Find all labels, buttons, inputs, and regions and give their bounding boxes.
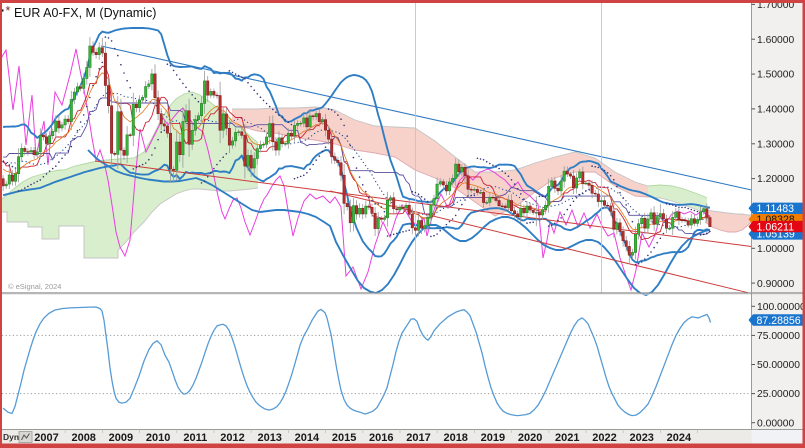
svg-text:87.28856: 87.28856 xyxy=(757,315,801,327)
svg-text:50.00000: 50.00000 xyxy=(757,360,800,371)
svg-text:25.00000: 25.00000 xyxy=(757,389,800,400)
svg-text:1.50000: 1.50000 xyxy=(757,70,794,81)
svg-text:EUR A0-FX, M (Dynamic): EUR A0-FX, M (Dynamic) xyxy=(14,6,156,20)
svg-text:2018: 2018 xyxy=(443,432,467,444)
svg-text:2020: 2020 xyxy=(518,432,542,444)
svg-text:0.90000: 0.90000 xyxy=(757,279,794,290)
svg-text:Dyn: Dyn xyxy=(3,432,19,442)
svg-text:1.40000: 1.40000 xyxy=(757,105,794,116)
svg-text:1.20000: 1.20000 xyxy=(757,174,794,185)
svg-text:2016: 2016 xyxy=(369,432,393,444)
svg-text:1.00000: 1.00000 xyxy=(757,244,794,255)
svg-text:100.00000: 100.00000 xyxy=(757,302,805,313)
svg-text:2010: 2010 xyxy=(146,432,170,444)
svg-text:2024: 2024 xyxy=(667,432,692,444)
svg-text:1.30000: 1.30000 xyxy=(757,139,794,150)
svg-text:© eSignal, 2024: © eSignal, 2024 xyxy=(8,282,61,291)
svg-text:2022: 2022 xyxy=(592,432,616,444)
svg-text:75.00000: 75.00000 xyxy=(757,331,800,342)
svg-text:2009: 2009 xyxy=(109,432,133,444)
svg-text:2011: 2011 xyxy=(183,432,207,444)
svg-text:2017: 2017 xyxy=(406,432,430,444)
svg-text:2012: 2012 xyxy=(220,432,244,444)
svg-text:0.00000: 0.00000 xyxy=(757,418,794,429)
svg-text:1.70000: 1.70000 xyxy=(757,0,794,11)
svg-text:2023: 2023 xyxy=(629,432,653,444)
svg-text:2013: 2013 xyxy=(257,432,281,444)
svg-text:2007: 2007 xyxy=(34,432,58,444)
svg-text:2014: 2014 xyxy=(295,432,320,444)
svg-text:2019: 2019 xyxy=(481,432,505,444)
svg-text:*: * xyxy=(6,4,11,18)
svg-text:1.06211: 1.06211 xyxy=(757,221,795,233)
svg-text:2021: 2021 xyxy=(555,432,579,444)
svg-text:2015: 2015 xyxy=(332,432,356,444)
svg-text:2008: 2008 xyxy=(71,432,95,444)
svg-text:1.60000: 1.60000 xyxy=(757,35,794,46)
svg-text:1.11483: 1.11483 xyxy=(757,203,795,215)
